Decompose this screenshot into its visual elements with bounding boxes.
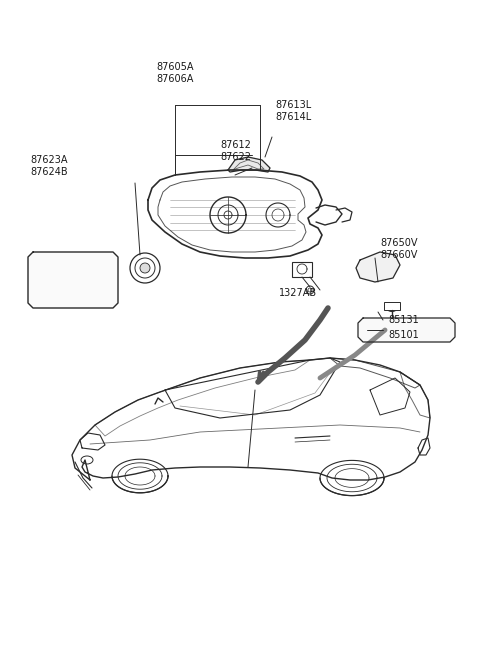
Bar: [384, 302, 400, 310]
Text: 85131: 85131: [388, 315, 419, 325]
Text: 87612
87622: 87612 87622: [220, 140, 251, 162]
Ellipse shape: [387, 305, 397, 312]
Ellipse shape: [130, 253, 160, 283]
Ellipse shape: [81, 456, 93, 464]
Ellipse shape: [140, 263, 150, 273]
Text: 87650V
87660V: 87650V 87660V: [380, 238, 418, 261]
Text: 87605A
87606A: 87605A 87606A: [156, 62, 194, 84]
Polygon shape: [228, 157, 270, 172]
Text: 87623A
87624B: 87623A 87624B: [30, 155, 68, 178]
Polygon shape: [28, 252, 118, 308]
Text: 85101: 85101: [388, 330, 419, 340]
Polygon shape: [356, 252, 400, 282]
Bar: [292, 262, 312, 277]
Text: 87613L
87614L: 87613L 87614L: [275, 100, 311, 122]
Ellipse shape: [135, 258, 155, 278]
Text: 1327AB: 1327AB: [279, 288, 317, 298]
Polygon shape: [358, 318, 455, 342]
